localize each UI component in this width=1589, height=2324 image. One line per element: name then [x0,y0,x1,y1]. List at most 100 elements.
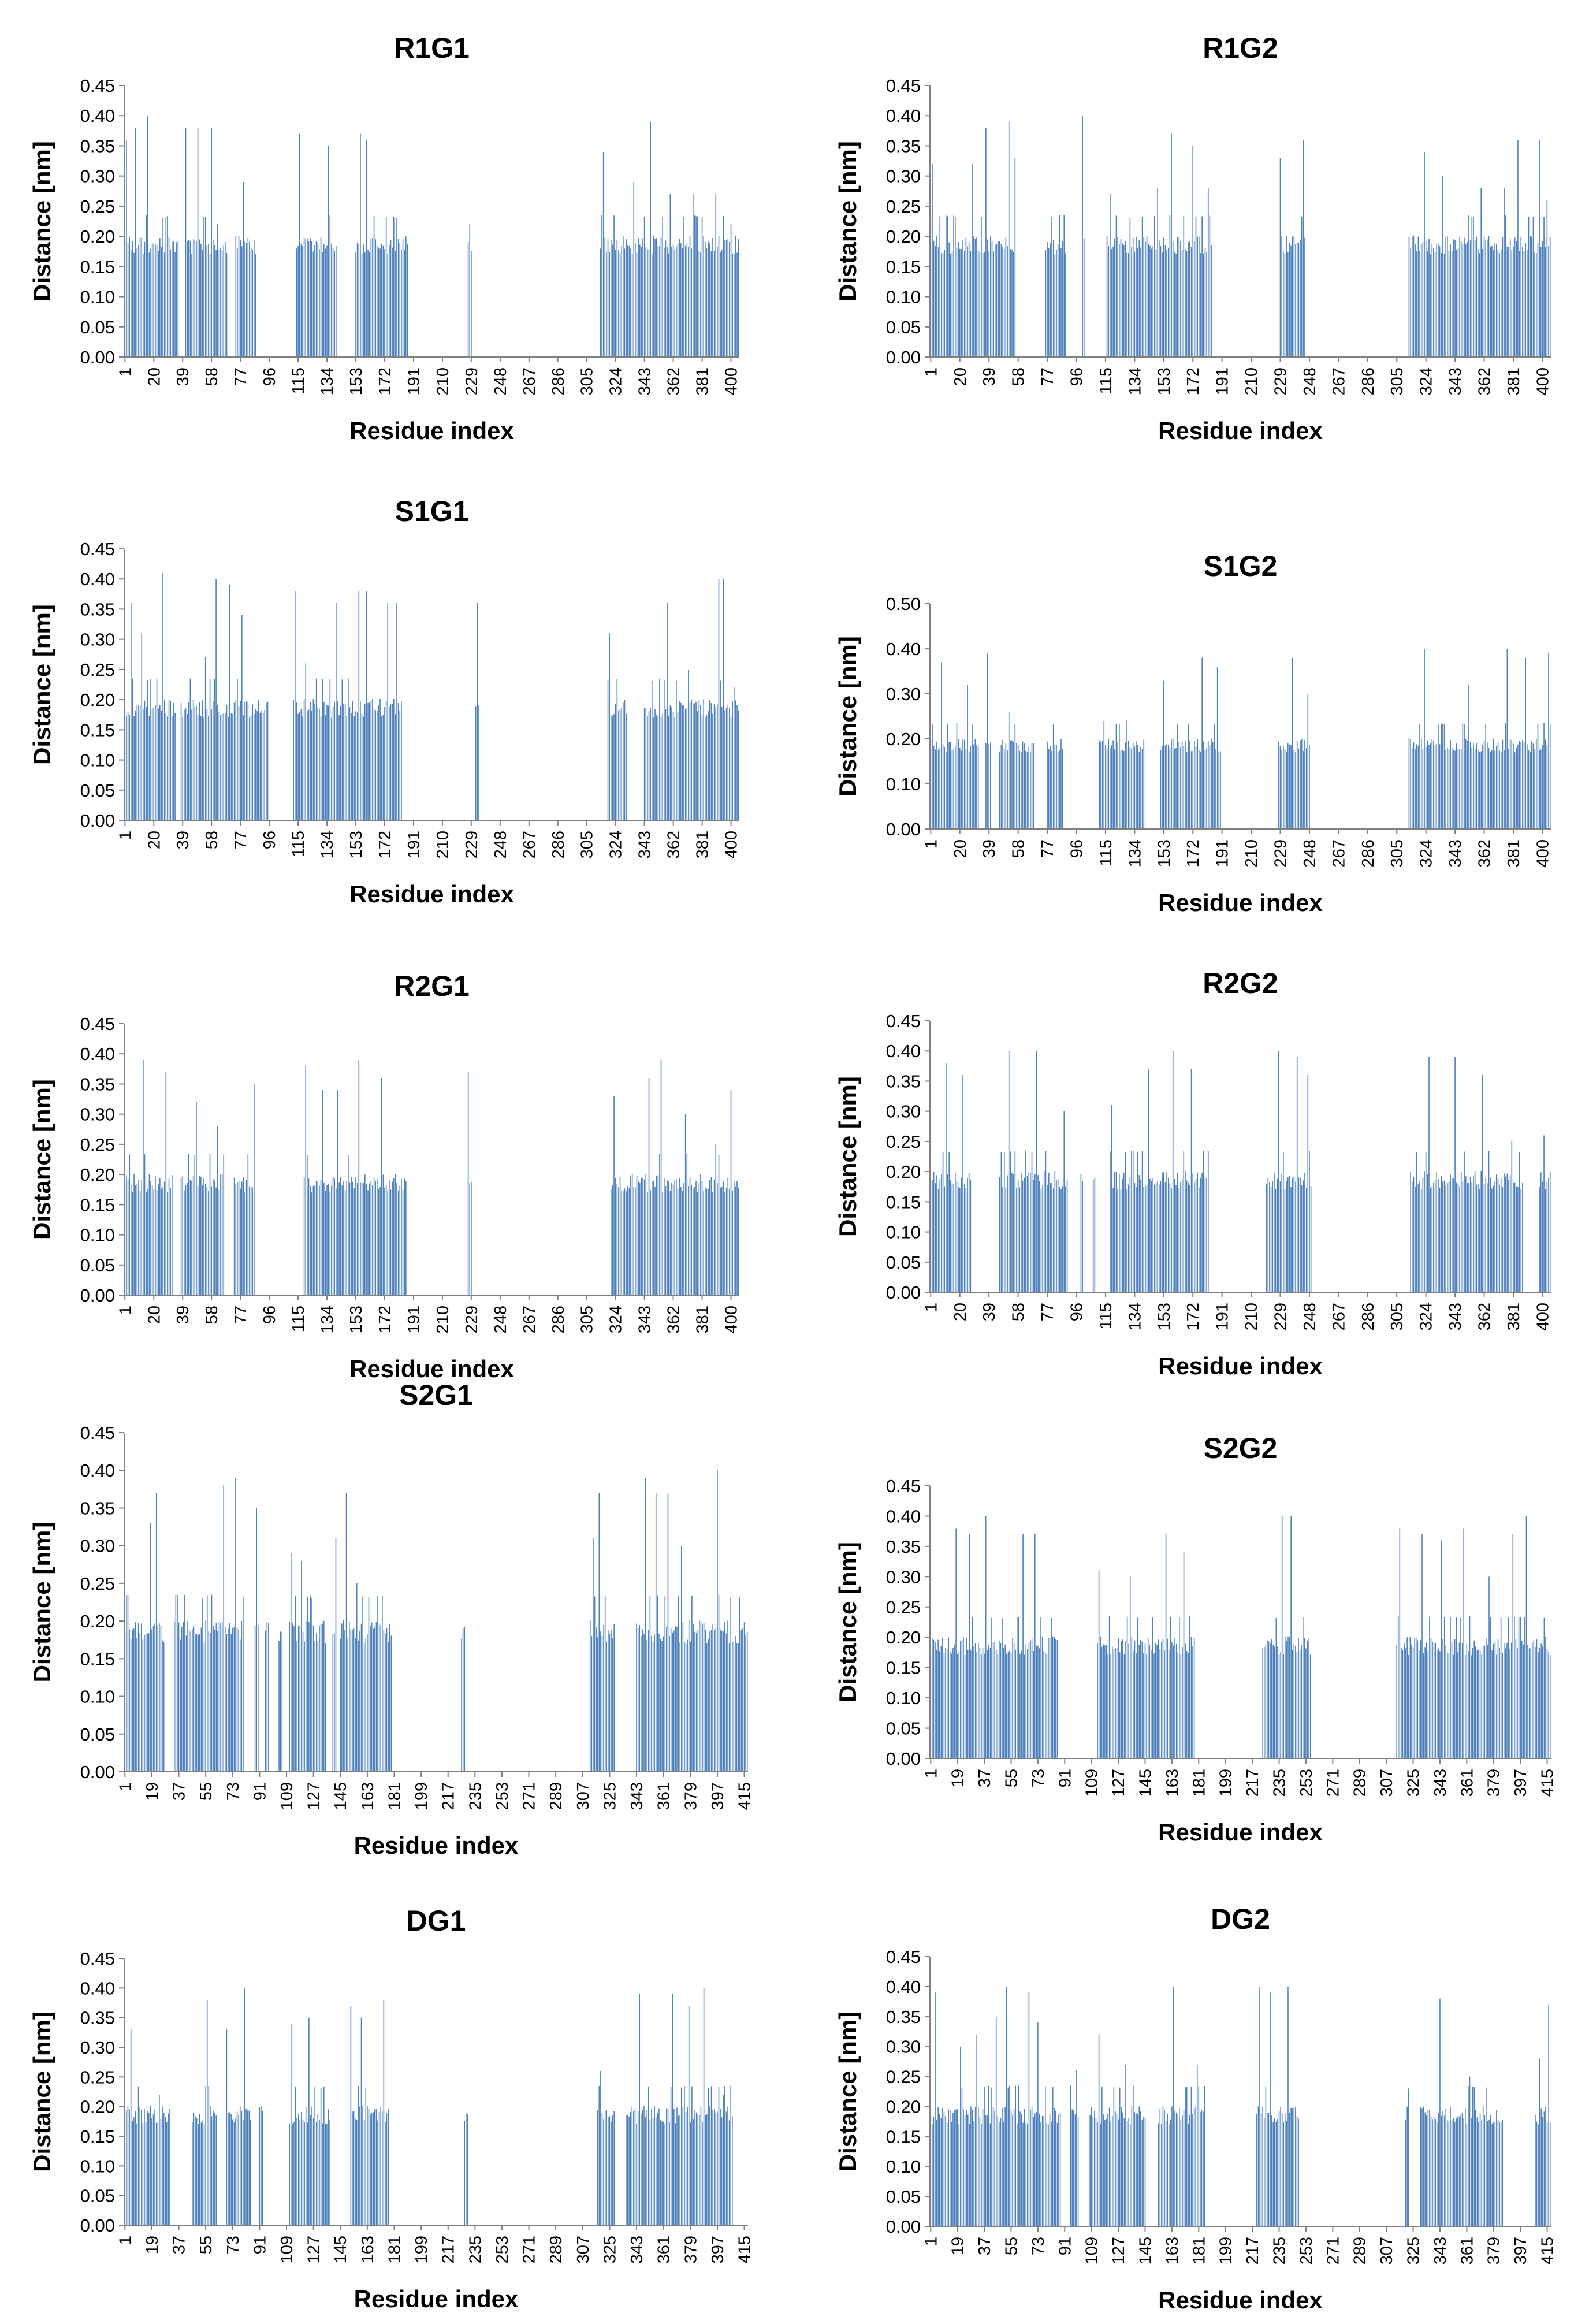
bar [603,2119,604,2225]
bar [200,716,202,820]
bar [1025,1150,1026,1292]
chart-title: DG1 [407,1905,466,1937]
bar [621,707,623,820]
bar [389,1624,390,1772]
x-tick-label: 145 [1137,1769,1155,1797]
bar [1493,1643,1494,1758]
x-tick-label: 361 [1458,1769,1476,1797]
bar [1497,250,1499,357]
x-axis-label: Residue index [354,2285,519,2312]
bar [954,1173,956,1292]
x-tick-label: 286 [549,831,568,858]
bar [163,2113,165,2225]
bar [217,1630,218,1772]
bar [1406,2106,1408,2226]
bar [383,1999,385,2225]
bar [302,716,303,820]
x-tick-label: 253 [1297,2237,1316,2264]
bar [612,2115,613,2225]
bar [387,254,389,357]
y-axis-label: Distance [nm] [28,141,55,302]
bar [1505,215,1506,357]
bar [464,1626,466,1772]
bar [1281,2113,1283,2226]
bar [261,711,262,820]
bar [1005,1187,1007,1292]
bar [682,1191,683,1295]
chart-title: S2G1 [399,1379,473,1411]
bar [1478,1184,1479,1292]
bar [618,710,619,820]
bar [160,1626,162,1772]
bar [626,713,627,820]
bar [664,247,665,357]
bar [320,1624,322,1772]
bar [1279,1181,1281,1292]
bar [239,2106,241,2225]
bar [210,2106,211,2225]
bar [654,709,656,820]
bar [218,712,220,820]
bar [199,1634,200,1772]
bar [1149,1178,1151,1292]
bar [999,1641,1000,1758]
bar [203,2124,205,2225]
bar [162,572,163,820]
bar [1445,2108,1447,2226]
bar [643,2106,645,2225]
bar [146,707,147,820]
bar [1030,1640,1031,1758]
bar [642,1629,643,1772]
bar [144,700,146,820]
x-tick-label: 191 [405,831,423,858]
x-tick-label: 115 [1097,367,1115,394]
x-tick-label: 58 [203,1306,221,1324]
bar [366,1184,367,1295]
bar [364,252,366,357]
bar [1022,2122,1024,2226]
x-tick-label: 96 [1067,1303,1086,1321]
bar [1115,1172,1117,1292]
bar [667,2108,669,2225]
bar [940,2118,942,2226]
bar [1009,1650,1010,1758]
bar [958,242,959,357]
x-tick-label: 109 [1083,1769,1101,1797]
bar [350,1629,352,1772]
x-tick-label: 153 [347,1306,366,1333]
x-tick-label: 1 [116,2236,135,2245]
bar [977,250,979,357]
y-tick-label: 0.05 [80,2186,115,2206]
bar [1434,745,1436,829]
bar [1039,1648,1040,1758]
bar [1074,2114,1076,2226]
bar [147,116,148,357]
bar [932,2123,933,2226]
bar [158,251,159,357]
bar [384,1187,385,1295]
bar [175,1594,177,1772]
bar [729,1188,730,1295]
bar [1290,745,1292,829]
x-tick-label: 199 [412,1782,431,1810]
bar [1405,1648,1406,1758]
bar [237,1182,238,1295]
bar [163,252,165,357]
bar [1480,188,1482,357]
bar [367,702,369,820]
bar [366,591,367,820]
bar [972,724,973,829]
bar [1438,2113,1439,2226]
bar [300,709,302,820]
bar [615,1178,616,1295]
bar [1286,752,1287,829]
bar [150,2106,151,2225]
bar [305,2106,307,2225]
x-tick-label: 163 [1163,1769,1182,1797]
bar [1157,188,1158,357]
y-axis-label: Distance [nm] [834,2011,861,2172]
bar [336,1188,337,1295]
bar [624,700,626,820]
bar [225,1627,226,1772]
bar [1499,253,1500,357]
